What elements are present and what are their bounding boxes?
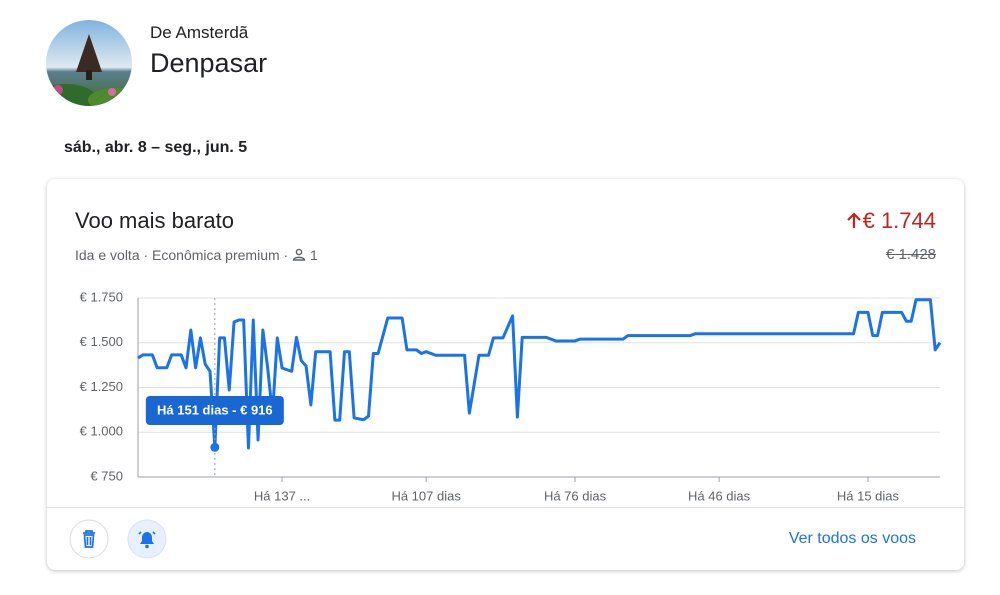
y-tick-label: € 1.750 <box>80 289 123 304</box>
tooltip: Há 151 dias - € 916 <box>145 396 284 425</box>
x-tick-label: Há 46 dias <box>688 488 751 503</box>
passengers: 1 <box>309 247 318 263</box>
dates: sáb., abr. 8 – seg., jun. 5 <box>64 139 248 156</box>
x-tick-label: Há 107 dias <box>391 488 461 503</box>
card-title: Voo mais barato <box>75 208 234 233</box>
up-arrow-icon <box>846 212 861 228</box>
alert-button[interactable] <box>127 519 167 559</box>
x-tick-label: Há 137 ... <box>254 488 310 503</box>
previous-price: € 1.428 <box>885 246 936 263</box>
tooltip-box <box>145 396 284 425</box>
current-price: € 1.744 <box>862 208 936 233</box>
destination-avatar <box>46 20 132 106</box>
trip-type: Ida e volta · Econômica premium · <box>75 247 289 263</box>
x-tick-label: Há 76 dias <box>544 488 607 503</box>
hover-point <box>210 442 220 452</box>
y-tick-label: € 1.500 <box>80 334 123 349</box>
y-tick-label: € 1.250 <box>80 379 123 394</box>
origin: De Amsterdã <box>150 23 249 42</box>
delete-button[interactable] <box>69 519 109 559</box>
price-line <box>137 298 942 450</box>
y-tick-label: € 750 <box>90 468 123 483</box>
price-card <box>47 179 964 570</box>
trip-info: Ida e volta · Econômica premium · 1 <box>75 247 318 263</box>
divider <box>47 507 964 508</box>
see-all-flights-link[interactable]: Ver todos os voos <box>788 530 916 547</box>
x-tick-label: Há 15 dias <box>837 488 900 503</box>
tooltip-label: Há 151 dias - € 916 <box>157 402 273 417</box>
current-price-row: € 1.744 <box>845 208 936 234</box>
destination: Denpasar <box>150 48 268 78</box>
person-icon <box>292 248 306 261</box>
y-tick-label: € 1.000 <box>80 424 123 439</box>
